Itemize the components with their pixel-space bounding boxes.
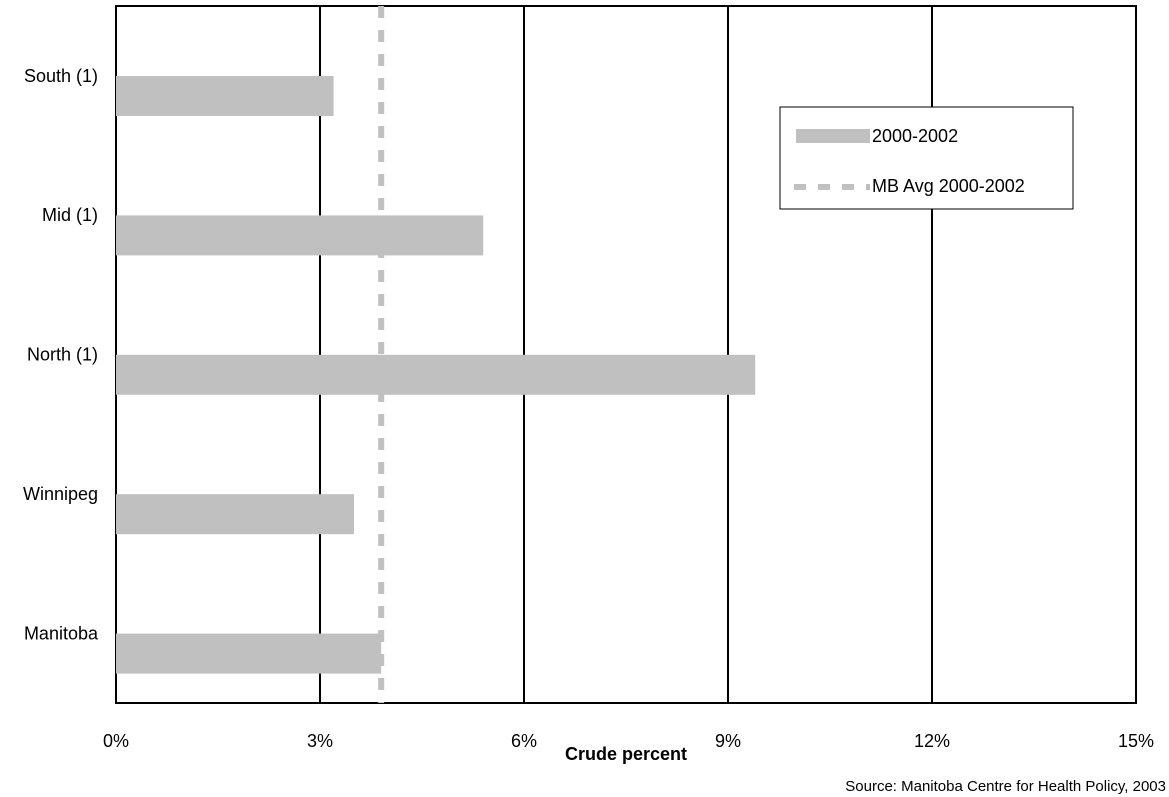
legend-label: MB Avg 2000-2002 (872, 176, 1025, 196)
bar (116, 215, 484, 256)
x-axis-title: Crude percent (565, 744, 687, 764)
x-tick-label: 9% (715, 731, 741, 751)
legend-swatch (796, 129, 870, 143)
bar (116, 633, 382, 674)
x-tick-label: 0% (103, 731, 129, 751)
x-tick-label: 15% (1118, 731, 1154, 751)
bar (116, 76, 334, 116)
x-tick-label: 12% (914, 731, 950, 751)
y-tick-label: Mid (1) (42, 205, 98, 225)
plot-frame (115, 5, 1137, 704)
y-tick-label: Winnipeg (23, 484, 98, 504)
y-tick-label: North (1) (27, 345, 98, 365)
x-tick-label: 6% (511, 731, 537, 751)
x-tick-label: 3% (307, 731, 333, 751)
legend-label: 2000-2002 (872, 126, 958, 146)
source-note: Source: Manitoba Centre for Health Polic… (845, 778, 1166, 795)
bar (116, 354, 756, 395)
y-tick-label: South (1) (24, 66, 98, 86)
bar (116, 494, 354, 535)
y-tick-label: Manitoba (24, 623, 99, 643)
legend-box (779, 106, 1074, 210)
